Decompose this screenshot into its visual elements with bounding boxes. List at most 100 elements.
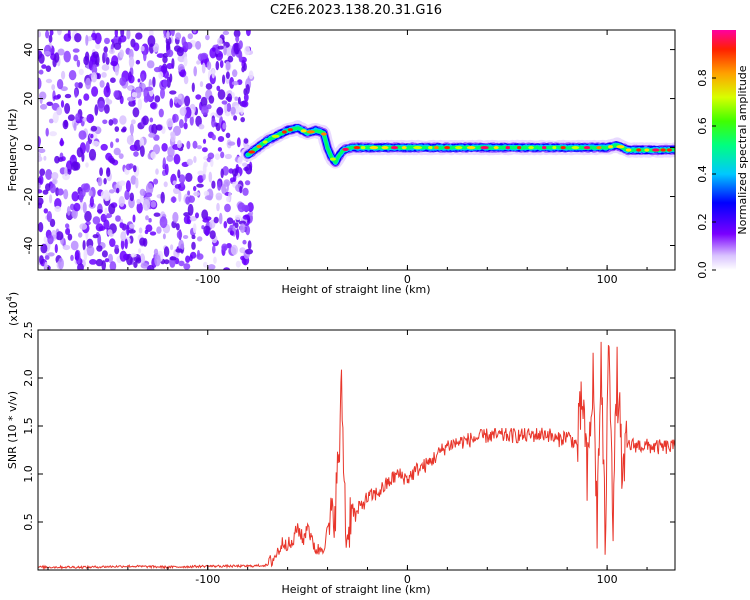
noise-blob [52,178,58,185]
noise-blob [107,229,113,236]
noise-blob [130,175,137,185]
noise-blob [129,192,134,202]
noise-blob [192,30,197,34]
noise-blob [183,212,191,217]
ridge-peak [428,146,433,150]
noise-blob [226,93,233,103]
noise-blob [70,240,79,251]
noise-blob [229,77,235,89]
noise-blob [176,47,184,57]
noise-blob [177,169,181,179]
noise-blob [43,155,47,161]
noise-blob [108,119,114,126]
noise-blob [239,185,243,194]
noise-blob [145,215,149,221]
noise-blob [203,190,210,197]
ridge-peak [381,146,389,150]
noise-blob [149,231,157,236]
noise-blob [188,195,195,203]
noise-blob [96,73,101,80]
spectrogram-y-label: Frequency (Hz) [6,109,19,192]
noise-blob [197,170,205,176]
noise-blob [115,215,121,222]
noise-blob [248,70,254,80]
noise-blob [221,243,228,252]
noise-blob [101,260,106,270]
noise-blob [75,113,81,122]
x-tick-label: 0 [404,273,411,286]
noise-blob [224,153,232,160]
noise-blob [185,42,193,50]
noise-blob [178,260,185,267]
noise-blob [222,122,227,130]
ridge-peak [369,146,379,150]
noise-blob [190,251,197,259]
noise-blob [173,187,180,195]
noise-blob [183,263,191,270]
noise-blob [193,156,197,163]
noise-blob [74,82,80,88]
snr-multiplier: (x104) [5,292,20,326]
y-tick-label: 0 [22,144,35,151]
noise-blob [104,52,108,59]
colorbar: 0.0 0.2 0.4 0.6 0.8 Normalized spectral ampl… [696,30,749,279]
noise-blob [128,229,136,234]
noise-blob [85,162,89,168]
noise-blob [225,61,231,71]
noise-blob [104,37,110,45]
ridge-peak [625,148,632,152]
noise-blob [245,163,253,175]
noise-blob [105,152,113,161]
noise-blob [223,45,227,56]
noise-blob [135,257,142,264]
noise-blob [60,137,64,147]
y-tick-label: 2.5 [22,321,35,339]
noise-blob [213,256,217,264]
noise-blob [201,62,206,74]
colorbar-tick-label: 0.4 [696,165,709,183]
noise-blob [137,98,143,111]
noise-blob [175,32,182,40]
spectrogram-frame [37,29,676,271]
noise-blob [52,111,59,124]
noise-blob [192,223,197,234]
noise-blob [104,104,110,114]
ridge-peak [434,146,439,150]
noise-blob [151,123,158,135]
noise-blob [145,182,154,195]
noise-blob [231,92,235,99]
noise-blob [223,179,231,187]
noise-blob [232,69,238,78]
noise-blob [113,90,119,99]
snr-x-ticks: -100 0 100 [47,330,648,586]
noise-blob [63,50,71,63]
noise-blob [126,30,131,40]
noise-blob [114,246,120,255]
noise-blob [241,204,250,212]
noise-blob [162,79,168,88]
noise-blob [242,187,249,196]
noise-blob [103,178,107,185]
noise-blob [229,230,235,236]
noise-blob [226,102,232,112]
noise-blob [186,140,191,150]
ridge-peak [321,132,327,136]
noise-blob [94,32,102,45]
noise-blob [191,82,195,93]
noise-blob [91,72,98,83]
noise-blob [135,177,139,189]
noise-blob [145,192,153,198]
noise-blob [71,191,79,202]
noise-blob [71,161,79,171]
noise-blob [119,222,124,229]
noise-blob [85,34,89,46]
noise-blob [154,254,161,267]
ridge-peak [644,148,650,152]
noise-blob [219,60,224,69]
noise-blob [40,103,48,110]
noise-blob [217,37,223,46]
noise-blob [54,243,58,254]
noise-blob [129,123,134,135]
noise-blob [108,253,113,264]
noise-blob [65,223,70,229]
